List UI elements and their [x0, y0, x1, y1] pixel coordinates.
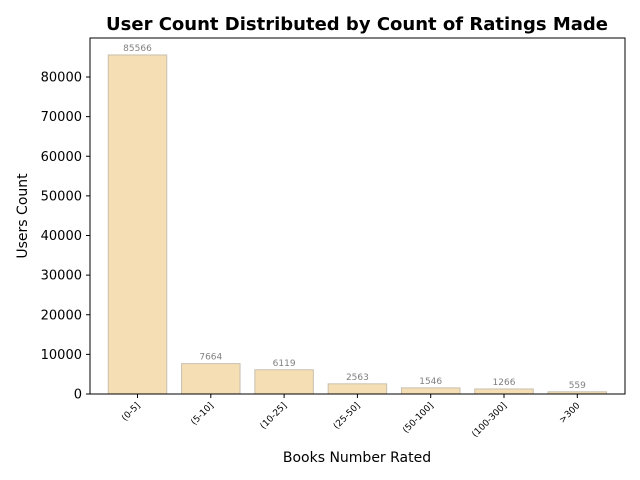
- y-tick-label-0: 0: [74, 388, 82, 403]
- bar-1: [181, 363, 241, 395]
- y-tick-label-7: 70000: [41, 110, 82, 125]
- data-label-1: 7664: [199, 353, 222, 363]
- y-tick-label-2: 20000: [41, 308, 82, 323]
- y-tick-label-4: 40000: [41, 229, 82, 244]
- y-axis: 0 10000 20000 30000 40000 50000 60000 70000 8000…: [41, 71, 90, 403]
- data-label-2: 6119: [273, 359, 296, 369]
- bar-2: [254, 369, 314, 395]
- data-label-4: 1546: [419, 377, 442, 387]
- x-tick-label-6: >300: [558, 401, 583, 426]
- x-tick-label-5: (100-300]: [470, 401, 509, 440]
- y-tick-label-8: 80000: [41, 71, 82, 86]
- x-tick-label-1: (5-10]: [189, 401, 215, 427]
- bars-group: [107, 54, 608, 395]
- x-axis-label: Books Number Rated: [283, 450, 431, 466]
- data-label-5: 1266: [493, 378, 516, 388]
- bar-4: [400, 387, 461, 395]
- x-tick-label-0: (0-5]: [120, 401, 142, 423]
- data-labels-group: 85566 7664 6119 2563 1546 1266 559: [123, 44, 586, 391]
- bar-0: [107, 54, 168, 395]
- x-tick-label-4: (50-100]: [401, 401, 436, 436]
- x-axis: (0-5] (5-10] (10-25] (25-50] (50-100] (100-30…: [120, 394, 583, 440]
- data-label-3: 2563: [346, 373, 369, 383]
- y-tick-label-3: 30000: [41, 269, 82, 284]
- y-tick-label-5: 50000: [41, 189, 82, 204]
- bar-3: [327, 383, 388, 395]
- plot-frame: [89, 37, 626, 395]
- x-tick-label-2: (10-25]: [259, 401, 290, 432]
- data-label-0: 85566: [123, 44, 152, 54]
- chart-title: User Count Distributed by Count of Ratin…: [106, 14, 608, 35]
- y-tick-label-1: 10000: [41, 348, 82, 363]
- bar-5: [474, 388, 534, 395]
- y-axis-label: Users Count: [15, 173, 31, 259]
- y-tick-label-6: 60000: [41, 150, 82, 165]
- x-tick-label-3: (25-50]: [332, 401, 363, 432]
- data-label-6: 559: [569, 381, 586, 391]
